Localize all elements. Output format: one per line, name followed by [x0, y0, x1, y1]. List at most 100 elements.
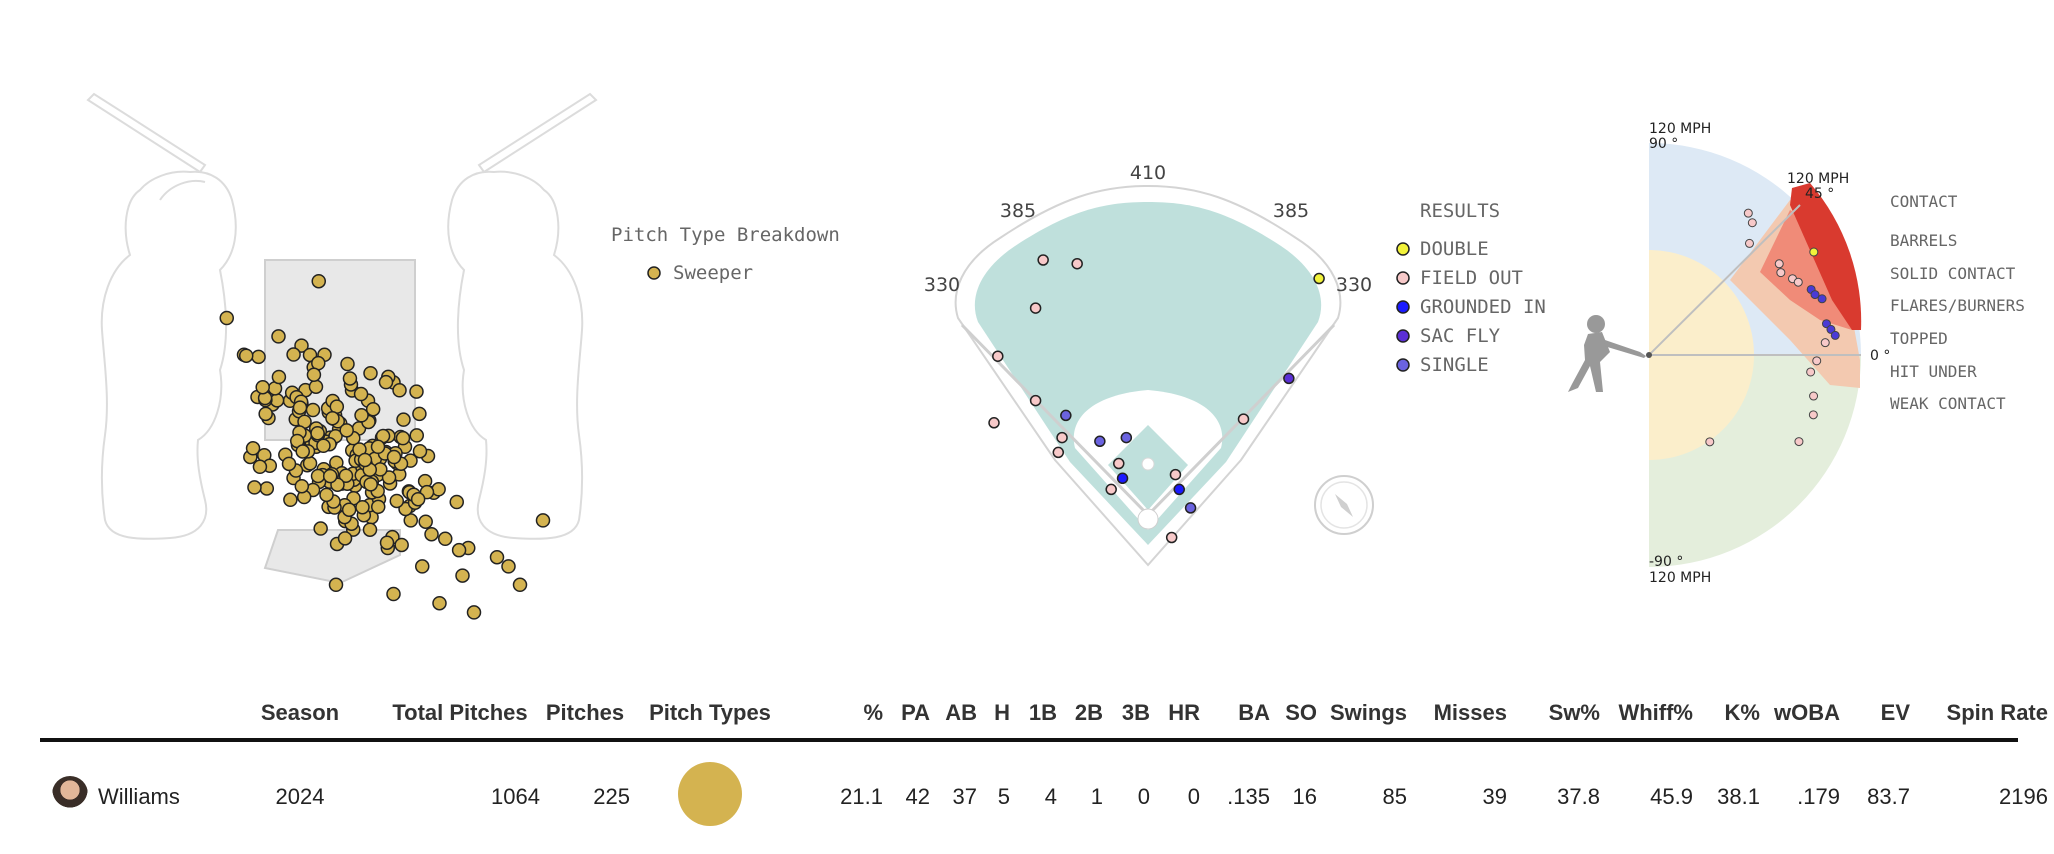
- pitch-dot: [466, 605, 482, 620]
- col-ab: AB: [945, 700, 977, 725]
- results-legend-dot: [1396, 271, 1410, 285]
- results-legend: DOUBLE FIELD OUT GROUNDED IN SAC FLY SINGLE: [1396, 238, 1546, 376]
- pitch-dot: [247, 480, 262, 495]
- left-batter-silhouette: [86, 92, 237, 540]
- pitch-dot: [535, 513, 551, 528]
- pitchers-mound: [1141, 457, 1155, 471]
- pitch-dot: [512, 577, 528, 593]
- batted-ball-dot: [1105, 483, 1117, 496]
- pitch-dot: [322, 468, 338, 484]
- pitch-dot: [389, 493, 405, 509]
- pitch-dot: [283, 492, 298, 508]
- batted-ball-dot: [1169, 468, 1182, 481]
- cell-so: 16: [1292, 784, 1317, 809]
- pitch-dot: [259, 481, 275, 496]
- batted-ball-dot: [1313, 272, 1325, 285]
- cell-h: 5: [997, 784, 1010, 809]
- right-batter-silhouette: [447, 92, 598, 540]
- pitch-dot: [313, 521, 328, 536]
- col-1b: 1B: [1028, 700, 1057, 725]
- col-woba: wOBA: [1774, 700, 1840, 725]
- pitch-dot: [286, 347, 301, 362]
- pitch-dot: [310, 468, 326, 484]
- pitch-dot: [325, 410, 340, 426]
- pitch-dot: [238, 348, 254, 363]
- contact-dots: [1705, 208, 1840, 447]
- table-row: Williams 2024 1064 225 21.1 42 37 5 4 1 …: [40, 690, 2048, 826]
- pitch-dot: [365, 401, 381, 417]
- batted-ball-dots: [988, 254, 1325, 544]
- batted-ball-dot: [1237, 413, 1250, 425]
- results-legend-dot: [1396, 300, 1410, 314]
- batted-ball-dot: [1071, 257, 1083, 270]
- contact-dot: [1747, 218, 1757, 228]
- contact-dot: [1808, 410, 1818, 420]
- contact-dot: [1830, 330, 1840, 340]
- cell-ba: .135: [1227, 784, 1270, 809]
- contact-label: HIT UNDER: [1890, 362, 1977, 381]
- home-plate: [263, 529, 401, 585]
- contact-dot: [1793, 277, 1803, 287]
- batted-ball-dot: [1173, 483, 1185, 496]
- pitch-dot: [354, 408, 369, 423]
- col-so: SO: [1285, 700, 1317, 725]
- col-hr: HR: [1168, 700, 1200, 725]
- contact-label: FLARES/BURNERS: [1890, 296, 2025, 315]
- pitch-dot: [295, 444, 310, 459]
- cell-ab: 37: [952, 784, 977, 809]
- contact-dot: [1744, 238, 1754, 248]
- batted-ball-dot: [1116, 472, 1129, 485]
- pitch-dot: [353, 386, 369, 402]
- contact-dot: [1809, 247, 1819, 257]
- contact-dot: [1817, 294, 1827, 304]
- pitch-dot: [438, 531, 453, 547]
- pitch-dot: [409, 428, 425, 443]
- results-legend-dot: [1396, 242, 1410, 256]
- pitch-dot: [395, 430, 411, 446]
- pitch-dot: [271, 329, 286, 344]
- contact-dot: [1826, 324, 1836, 334]
- col-pct: %: [863, 700, 883, 725]
- pitch-dot: [394, 537, 409, 553]
- batter-icon: [1568, 315, 1646, 392]
- contact-dot: [1820, 338, 1830, 348]
- pitch-dot: [342, 371, 358, 386]
- pitch-dot: [255, 379, 270, 395]
- pitch-dot: [431, 482, 446, 497]
- cell-pitches: 225: [593, 784, 630, 809]
- cell-total-pitches: 1064: [491, 784, 540, 809]
- pitch-dot: [219, 310, 234, 326]
- pitch-dot: [501, 559, 516, 574]
- pitch-dot: [451, 542, 467, 558]
- pitch-dot: [339, 423, 354, 438]
- contact-label: CONTACT: [1890, 192, 1958, 211]
- batted-ball-dot: [1029, 394, 1042, 407]
- contact-label: WEAK CONTACT: [1890, 394, 2006, 413]
- contact-labels: CONTACT BARRELS SOLID CONTACT FLARES/BURNER…: [1890, 192, 2025, 413]
- axis-45: [1648, 204, 1801, 356]
- batted-ball-dot: [1029, 302, 1042, 314]
- cell-spin-rate: 2196: [1999, 784, 2048, 809]
- batted-ball-dot: [1283, 372, 1295, 385]
- pitch-dot: [294, 478, 310, 494]
- cell-sw-pct: 37.8: [1557, 784, 1600, 809]
- pitch-dot: [386, 449, 402, 465]
- axis-top-speed: 120 MPH: [1649, 121, 1711, 137]
- col-sw-pct: Sw%: [1548, 700, 1600, 725]
- pitch-dot: [415, 559, 430, 574]
- batted-ball-dot: [1165, 531, 1178, 544]
- pitch-dot: [292, 400, 308, 415]
- axis-top-angle: 90 °: [1649, 136, 1678, 152]
- pitch-dot: [252, 459, 268, 475]
- pitch-dot: [392, 383, 407, 398]
- pitch-dot: [302, 456, 318, 471]
- col-pitches: Pitches: [545, 700, 625, 725]
- pitch-dot: [251, 349, 266, 365]
- player-name[interactable]: Williams: [98, 784, 180, 809]
- pitch-dot: [410, 491, 426, 507]
- chart-area: Pitch Type Breakdown Sweeper 410 385 385…: [86, 92, 2025, 620]
- compass-icon: [1314, 475, 1374, 535]
- batted-ball-dot: [1060, 409, 1072, 422]
- pitch-dot: [412, 406, 427, 422]
- contact-dot: [1809, 391, 1819, 401]
